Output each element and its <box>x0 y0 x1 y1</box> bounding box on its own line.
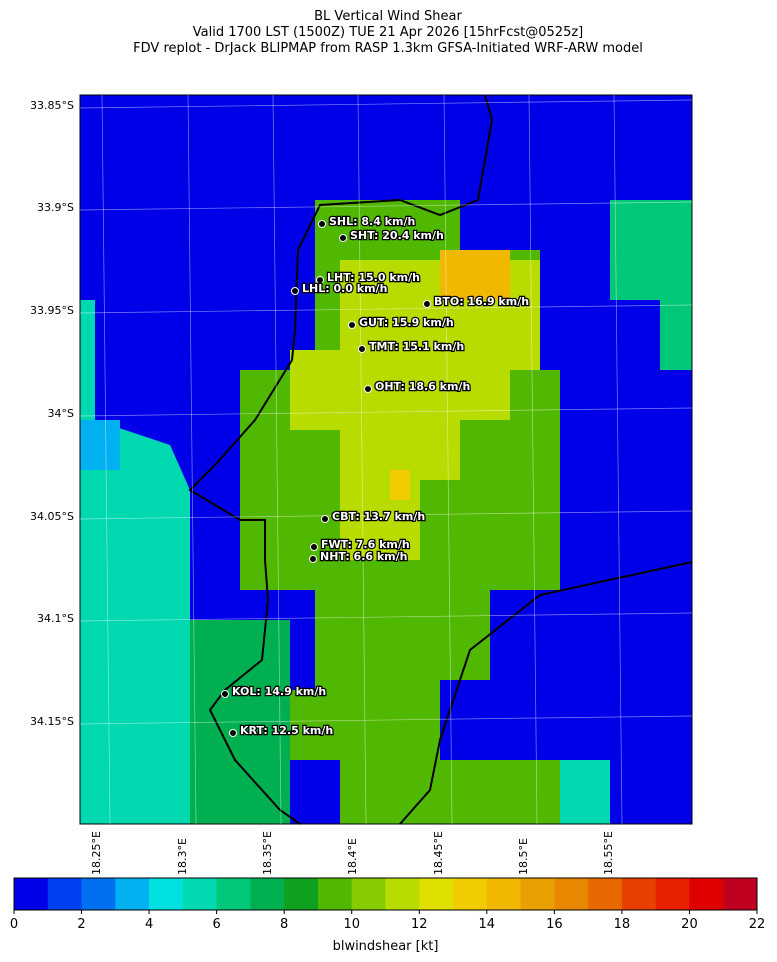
station-label: NHT: 6.6 km/h <box>320 550 407 563</box>
colorbar-bin <box>182 878 218 910</box>
station-label: CBT: 13.7 km/h <box>332 510 425 523</box>
lat-label: 34.05°S <box>30 510 74 523</box>
graticule-lon <box>101 94 111 825</box>
station-dot <box>348 321 356 329</box>
colorbar-bin <box>723 878 758 910</box>
coastline <box>188 94 693 825</box>
station-label: TMT: 15.1 km/h <box>369 340 464 353</box>
colorbar-bin <box>149 878 184 910</box>
title-line: FDV replot - DrJack BLIPMAP from RASP 1.… <box>133 41 643 56</box>
station-dot <box>221 690 229 698</box>
graticule-lat <box>79 201 693 211</box>
colorbar-tick-label: 22 <box>749 917 766 932</box>
colorbar-bin <box>284 878 319 910</box>
station-label: LHT: 15.0 km/h <box>327 271 420 284</box>
station-dot <box>321 515 329 523</box>
colorbar-label: blwindshear [kt] <box>333 939 439 954</box>
lon-label: 18.3°E <box>176 838 189 875</box>
colorbar-bin <box>385 878 420 910</box>
graticule-lat <box>79 304 693 314</box>
station-label: BTO: 16.9 km/h <box>434 295 529 308</box>
graticule-lat <box>79 510 693 520</box>
station-label: LHL: 0.0 km/h <box>302 282 387 295</box>
lon-label: 18.45°E <box>432 831 445 875</box>
graticule-lon <box>357 94 367 825</box>
lat-label: 34°S <box>48 407 74 420</box>
colorbar-bin <box>689 878 724 910</box>
colorbar-frame <box>13 877 758 911</box>
title-line: BL Vertical Wind Shear <box>314 9 462 24</box>
colorbar-bin <box>47 878 83 910</box>
colorbar-bin <box>14 878 49 910</box>
station-dot <box>364 385 372 393</box>
colorbar-bin <box>588 878 623 910</box>
colorbar-bin <box>216 878 251 910</box>
station-dot <box>316 276 324 284</box>
station-dot <box>339 234 347 242</box>
lon-label: 18.5°E <box>517 838 530 875</box>
colorbar-tick-label: 12 <box>411 917 428 932</box>
station-dot <box>229 729 237 737</box>
station-label: FWT: 7.6 km/h <box>321 538 410 551</box>
lon-label: 18.4°E <box>346 838 359 875</box>
lat-label: 33.95°S <box>30 304 74 317</box>
colorbar-tick-label: 16 <box>546 917 563 932</box>
station-label: KRT: 12.5 km/h <box>240 724 333 737</box>
station-dot <box>318 220 326 228</box>
colorbar-tick-label: 14 <box>479 917 496 932</box>
colorbar-bin <box>115 878 150 910</box>
graticule-lon <box>528 94 538 825</box>
lat-label: 33.85°S <box>30 99 74 112</box>
colorbar-bin <box>317 878 353 910</box>
graticule-lat <box>79 407 693 417</box>
colorbar-tick-label: 18 <box>614 917 631 932</box>
colorbar-bin <box>453 878 488 910</box>
colorbar-bin <box>351 878 386 910</box>
colorbar-tick-label: 20 <box>681 917 698 932</box>
colorbar-tick-label: 4 <box>145 917 153 932</box>
station-label: GUT: 15.9 km/h <box>359 316 454 329</box>
graticule-lat <box>79 715 693 725</box>
lat-label: 34.1°S <box>37 612 74 625</box>
lon-label: 18.55°E <box>602 831 615 875</box>
map-frame <box>79 94 693 825</box>
title-line: Valid 1700 LST (1500Z) TUE 21 Apr 2026 [… <box>193 25 584 40</box>
lat-label: 33.9°S <box>37 201 74 214</box>
station-label: SHL: 8.4 km/h <box>329 215 415 228</box>
lon-label: 18.35°E <box>261 831 274 875</box>
graticule-lon <box>443 94 453 825</box>
colorbar-tick-label: 10 <box>343 917 360 932</box>
colorbar-bin <box>621 878 657 910</box>
station-dot <box>291 287 299 295</box>
colorbar-bin <box>655 878 690 910</box>
colorbar-tick-label: 8 <box>280 917 288 932</box>
colorbar-bin <box>554 878 589 910</box>
station-dot <box>309 555 317 563</box>
station-label: KOL: 14.9 km/h <box>232 685 326 698</box>
graticule-lon <box>272 94 282 825</box>
colorbar-tick-label: 2 <box>77 917 85 932</box>
graticule-lon <box>613 94 623 825</box>
station-dot <box>358 345 366 353</box>
graticule-lon <box>187 94 197 825</box>
colorbar-tick-label: 6 <box>212 917 220 932</box>
colorbar-bin <box>419 878 454 910</box>
lat-label: 34.15°S <box>30 715 74 728</box>
colorbar-bin <box>250 878 285 910</box>
station-label: SHT: 20.4 km/h <box>350 229 444 242</box>
colorbar-tick-label: 0 <box>10 917 18 932</box>
station-dot <box>423 300 431 308</box>
lon-label: 18.25°E <box>90 831 103 875</box>
colorbar-bin <box>520 878 555 910</box>
station-dot <box>310 543 318 551</box>
colorbar-bin <box>486 878 522 910</box>
wind-shear-raster <box>80 95 692 824</box>
graticule-lat <box>79 612 693 622</box>
colorbar-bin <box>81 878 116 910</box>
station-label: OHT: 18.6 km/h <box>375 380 470 393</box>
graticule-lat <box>79 99 693 109</box>
